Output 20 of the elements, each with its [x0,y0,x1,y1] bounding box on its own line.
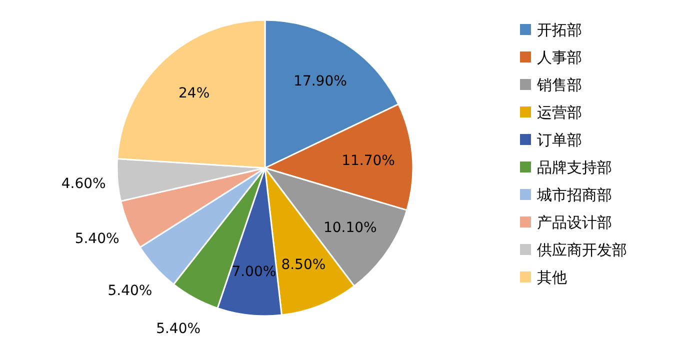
legend-label: 供应商开发部 [537,241,627,259]
data-label: 24% [178,85,210,102]
legend-label: 品牌支持部 [537,158,612,176]
legend-label: 产品设计部 [537,214,612,232]
legend-label: 订单部 [537,131,582,149]
legend-label: 其他 [537,268,567,286]
data-label: 7.00% [232,264,276,280]
data-label: 17.90% [294,73,347,90]
legend-label: 开拓部 [537,21,582,39]
legend-label: 城市招商部 [536,186,612,204]
data-label: 10.10% [323,220,377,236]
data-label: 5.40% [156,321,201,338]
data-label: 11.70% [342,152,395,169]
legend-label: 运营部 [537,104,582,122]
data-label: 5.40% [74,231,120,248]
legend-label: 销售部 [536,76,582,94]
legend-label: 人事部 [537,48,582,66]
data-label: 5.40% [108,283,152,300]
data-label: 4.60% [61,176,106,192]
data-label: 8.50% [281,257,326,274]
